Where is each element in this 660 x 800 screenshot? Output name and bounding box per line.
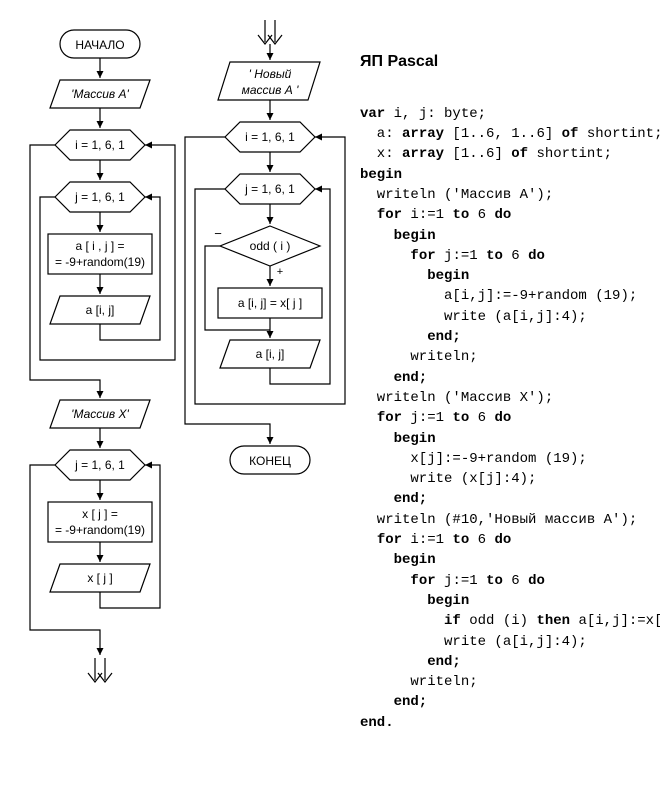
connector-down-icon xyxy=(88,658,112,682)
label-dec-minus: − xyxy=(214,226,222,241)
label-dec-plus: + xyxy=(277,266,283,278)
code-block: ЯП Pascal var i, j: byte; a: array [1..6… xyxy=(360,30,650,733)
diagram-container: НАЧАЛО 'Массив А' i = 1, 6, 1 j = 1, 6, … xyxy=(0,0,660,800)
code-title: ЯП Pascal xyxy=(360,50,650,73)
label-io-x: 'Массив X' xyxy=(71,407,129,421)
label-io-new-l1: ' Новый xyxy=(249,67,292,81)
label-decision-odd: odd ( i ) xyxy=(250,239,291,253)
label-proc-assign: a [i, j] = x[ j ] xyxy=(238,296,302,310)
label-proc-x-l1: x [ j ] = xyxy=(82,507,118,521)
connector-in-icon xyxy=(258,20,282,44)
label-end: КОНЕЦ xyxy=(249,454,291,468)
label-out-a1: a [i, j] xyxy=(86,303,115,317)
label-proc-a1-l1: a [ i , j ] = xyxy=(75,239,124,253)
label-loop-i1: i = 1, 6, 1 xyxy=(75,138,125,152)
label-loop-i2: i = 1, 6, 1 xyxy=(245,130,295,144)
label-proc-a1-l2: = -9+random(19) xyxy=(55,255,145,269)
label-start: НАЧАЛО xyxy=(75,38,124,52)
label-loop-j1: j = 1, 6, 1 xyxy=(74,190,125,204)
label-loop-j2: j = 1, 6, 1 xyxy=(74,458,125,472)
label-io-a: 'Массив А' xyxy=(71,87,129,101)
label-out-a2: a [i, j] xyxy=(256,347,285,361)
label-io-new-l2: массив А ' xyxy=(242,83,300,97)
label-proc-x-l2: = -9+random(19) xyxy=(55,523,145,537)
label-loop-j3: j = 1, 6, 1 xyxy=(244,182,295,196)
label-out-x: x [ j ] xyxy=(87,571,112,585)
